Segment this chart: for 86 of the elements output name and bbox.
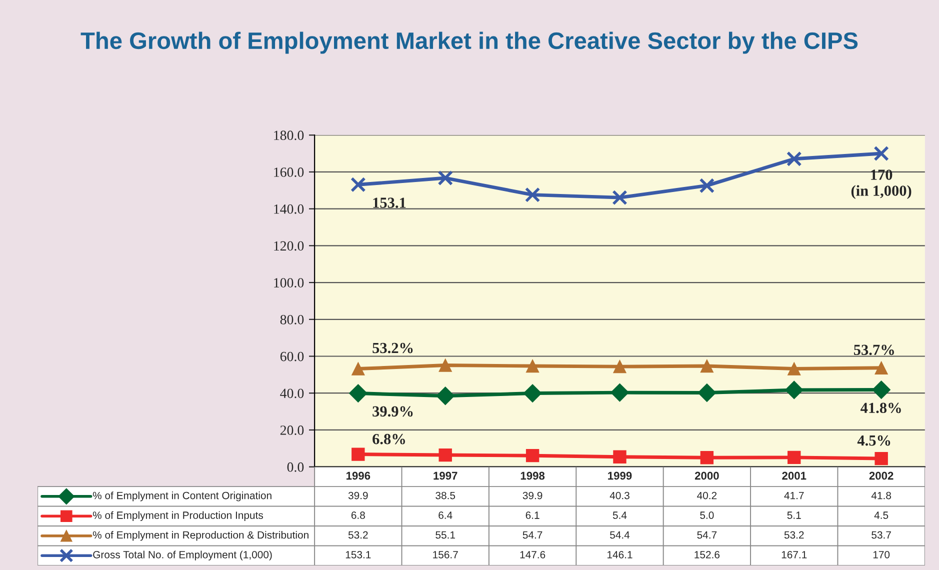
y-tick-label: 0.0	[287, 462, 304, 472]
x-tick-label: 1996	[346, 472, 370, 480]
point	[700, 451, 714, 464]
annotation: 53.7%	[854, 344, 894, 356]
data-label: 6.1	[526, 512, 540, 519]
data-label: 53.2	[784, 531, 804, 539]
y-tick-label: 80.0	[280, 314, 304, 324]
data-label: 147.6	[520, 551, 546, 558]
legend-label: % of Emplyment in Production Inputs	[92, 511, 263, 521]
annotation: 41.8%	[860, 402, 901, 414]
y-tick-label: 120.0	[274, 241, 304, 251]
y-tick-label: 140.0	[274, 204, 304, 214]
y-tick-label: 20.0	[280, 426, 304, 435]
data-label: 5.0	[700, 512, 714, 519]
data-label: 146.1	[608, 551, 632, 558]
data-label: 6.8	[351, 512, 365, 519]
point	[786, 151, 802, 167]
data-label: 6.4	[438, 512, 452, 519]
data-label: 38.5	[436, 492, 456, 500]
annotation: 39.9%	[372, 406, 413, 417]
point	[613, 450, 626, 464]
data-label: 54.7	[522, 531, 542, 539]
legend-label: % of Emplyment in Reproduction & Distribution	[92, 531, 308, 541]
data-label: 167.1	[782, 551, 807, 558]
data-label: 54.4	[610, 531, 630, 539]
data-label: 53.7	[872, 531, 891, 539]
x-tick-label: 2000	[694, 472, 719, 480]
annotation: 4.5%	[857, 435, 890, 446]
data-label: 41.7	[784, 492, 804, 500]
chart-title: The Growth of Employment Market in the Creative Sector by the CIPS	[80, 32, 858, 54]
y-tick-label: 40.0	[280, 388, 304, 398]
annotation: 170 (in 1,000)	[851, 170, 912, 199]
point	[352, 448, 365, 461]
point	[526, 359, 540, 373]
legend-label: % of Emplyment in Content Origination	[92, 492, 272, 502]
data-label: 39.9	[348, 492, 368, 500]
data-label: 170	[873, 551, 890, 558]
y-tick-label: 60.0	[280, 352, 304, 362]
x-tick-label: 1999	[608, 472, 632, 480]
point	[526, 448, 540, 462]
point	[874, 146, 889, 162]
point	[612, 190, 628, 206]
annotation: 53.2%	[372, 342, 413, 354]
point	[872, 380, 891, 399]
point	[348, 384, 368, 402]
point	[523, 384, 542, 402]
y-tick-label: 160.0	[274, 168, 304, 177]
point	[436, 386, 455, 406]
data-label: 152.6	[694, 551, 720, 558]
point	[784, 380, 804, 400]
point	[438, 358, 452, 372]
point	[524, 187, 540, 202]
point	[699, 178, 715, 194]
data-label: 55.1	[436, 531, 455, 539]
point	[613, 360, 626, 374]
x-tick-label: 2001	[782, 472, 806, 480]
data-label: 40.3	[610, 492, 630, 500]
x-tick-label: 1998	[520, 472, 545, 480]
point	[700, 359, 714, 373]
data-label: 39.9	[522, 492, 542, 500]
point	[788, 362, 801, 376]
y-tick-label: 100.0	[274, 278, 304, 288]
data-label: 153.1	[346, 551, 371, 558]
data-label: 5.4	[612, 512, 627, 519]
point	[438, 170, 453, 186]
point	[788, 450, 801, 464]
data-label: 5.1	[787, 512, 801, 519]
legend-label: Gross Total No. of Employment (1,000)	[93, 550, 272, 560]
point	[350, 177, 366, 192]
data-label: 53.2	[348, 531, 368, 539]
point	[438, 448, 452, 462]
point	[698, 384, 716, 402]
point	[610, 383, 629, 402]
point	[874, 361, 888, 374]
data-label: 54.7	[697, 531, 717, 539]
point	[352, 362, 365, 376]
annotation: 153.1	[373, 198, 406, 208]
data-label: 4.5	[874, 512, 888, 519]
data-label: 156.7	[433, 551, 458, 558]
x-tick-label: 1997	[434, 472, 458, 480]
x-tick-label: 2002	[869, 472, 894, 480]
data-label: 40.2	[697, 492, 717, 500]
data-label: 41.8	[871, 492, 892, 500]
y-tick-label: 180.0	[274, 130, 304, 140]
annotation: 6.8%	[372, 434, 405, 444]
point	[874, 452, 888, 466]
